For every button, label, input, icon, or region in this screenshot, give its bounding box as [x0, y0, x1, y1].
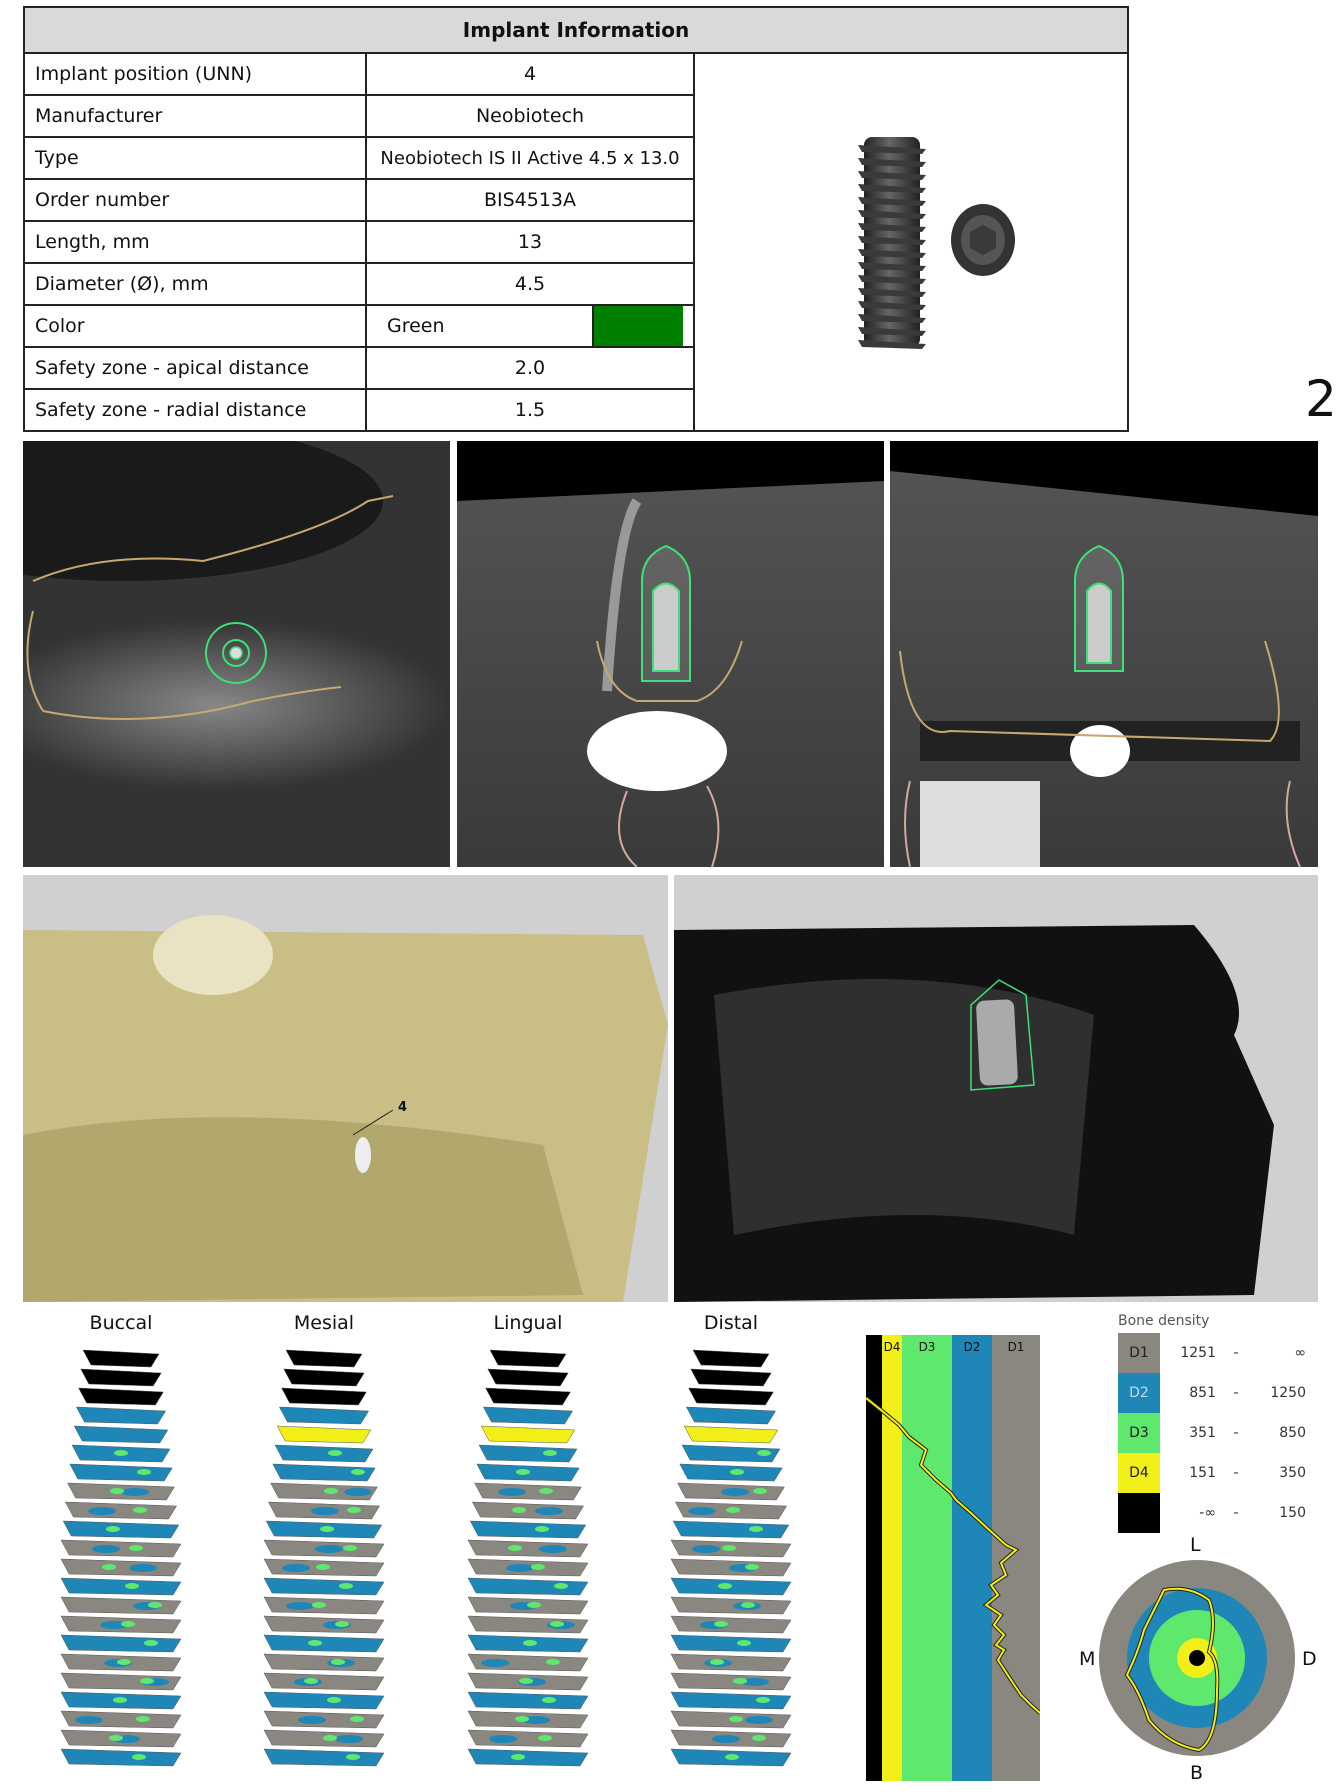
- band-black: [866, 1335, 882, 1781]
- direction-buccal: B: [1190, 1762, 1204, 1784]
- col-label-d1: D1: [1008, 1340, 1025, 1354]
- view-label-lingual: Lingual: [493, 1312, 563, 1334]
- legend-row: D4 151 - 350: [1118, 1453, 1338, 1493]
- legend-to: 850: [1279, 1425, 1306, 1441]
- tooth-number-label: 4: [398, 1100, 407, 1115]
- cross-section-overlay: [457, 441, 884, 867]
- tangential-overlay: [890, 441, 1318, 867]
- direction-mesial: M: [1079, 1648, 1096, 1670]
- 3d-render-shapes: 4: [23, 915, 668, 1302]
- band-d2: [952, 1335, 992, 1781]
- row-label: Diameter (Ø), mm: [23, 262, 367, 306]
- col-label-d4: D4: [884, 1340, 901, 1354]
- view-label-mesial: Mesial: [293, 1312, 355, 1334]
- legend-title: Bone density: [1118, 1313, 1210, 1329]
- legend-row: -∞ - 150: [1118, 1493, 1338, 1533]
- table-row: Safety zone - radial distance 1.5: [23, 388, 1128, 432]
- view-label-buccal: Buccal: [89, 1312, 153, 1334]
- implant-surface-lingual: [467, 1349, 589, 1767]
- row-label: Implant position (UNN): [23, 52, 367, 96]
- legend-from: 351: [1189, 1425, 1216, 1441]
- row-label: Safety zone - apical distance: [23, 346, 367, 390]
- row-label: Order number: [23, 178, 367, 222]
- table-row: Implant position (UNN) 4 /* thread ridge…: [23, 52, 1129, 432]
- legend-from: 851: [1189, 1385, 1216, 1401]
- legend-to: 350: [1279, 1465, 1306, 1481]
- table-title: Implant Information: [23, 6, 1129, 54]
- legend-dash: -: [1233, 1505, 1239, 1521]
- table-row: Safety zone - apical distance 2.0: [23, 346, 1128, 390]
- 3d-bone-render: 4: [23, 875, 668, 1302]
- color-value: Green: [387, 315, 445, 337]
- legend-swatch: [1118, 1493, 1160, 1533]
- implant-image-cell: /* thread ridges drawn below */: [693, 52, 1129, 432]
- axial-ct-view: [23, 441, 450, 867]
- implant-surface-mesial: [263, 1349, 385, 1767]
- table-row: Color Green: [23, 304, 1128, 348]
- row-label: Manufacturer: [23, 94, 367, 138]
- legend-from: 1251: [1180, 1345, 1216, 1361]
- direction-lingual: L: [1190, 1534, 1201, 1556]
- legend-from: -∞: [1199, 1505, 1216, 1521]
- color-cell: Green: [365, 304, 695, 348]
- legend-dash: -: [1233, 1345, 1239, 1361]
- row-label: Type: [23, 136, 367, 180]
- legend-row: D2 851 - 1250: [1118, 1373, 1338, 1413]
- legend-swatch: D1: [1118, 1333, 1160, 1373]
- col-label-d3: D3: [919, 1340, 936, 1354]
- legend-dash: -: [1233, 1465, 1239, 1481]
- density-profile-chart: D4 D3 D2 D1: [866, 1335, 1040, 1781]
- legend-swatch: D3: [1118, 1413, 1160, 1453]
- legend-from: 151: [1189, 1465, 1216, 1481]
- row-value: BIS4513A: [365, 178, 695, 222]
- table-row: Type Neobiotech IS II Active 4.5 x 13.0: [23, 136, 1128, 180]
- row-value: 13: [365, 220, 695, 264]
- legend-row: D3 351 - 850: [1118, 1413, 1338, 1453]
- legend-swatch: D2: [1118, 1373, 1160, 1413]
- row-label: Color: [23, 304, 367, 348]
- row-label: Length, mm: [23, 220, 367, 264]
- table-row: Length, mm 13: [23, 220, 1128, 264]
- implant-surface-buccal: [60, 1349, 182, 1767]
- view-label-distal: Distal: [703, 1312, 759, 1334]
- implant-product-image: /* thread ridges drawn below */: [858, 137, 1015, 349]
- band-d1: [992, 1335, 1040, 1781]
- implant-info-table: Implant Information Implant position (UN…: [23, 6, 1129, 432]
- table-row: Diameter (Ø), mm 4.5: [23, 262, 1128, 306]
- implant-safety-circle: [205, 622, 267, 684]
- panoramic-shapes: [674, 925, 1274, 1302]
- table-row: Manufacturer Neobiotech: [23, 94, 1128, 138]
- row-label: Safety zone - radial distance: [23, 388, 367, 432]
- table-row: Order number BIS4513A: [23, 178, 1128, 222]
- row-value: 4.5: [365, 262, 695, 306]
- band-d4: [882, 1335, 902, 1781]
- tangential-ct-view: [890, 441, 1318, 867]
- legend-dash: -: [1233, 1385, 1239, 1401]
- page-number: 2: [1305, 370, 1337, 428]
- row-value: 2.0: [365, 346, 695, 390]
- row-value: 1.5: [365, 388, 695, 432]
- cross-section-ct-view: [457, 441, 884, 867]
- axial-overlay: [23, 441, 394, 720]
- band-d3: [902, 1335, 952, 1781]
- legend-to: ∞: [1294, 1345, 1306, 1361]
- radial-density-diagram: [1099, 1560, 1295, 1756]
- direction-distal: D: [1302, 1648, 1317, 1670]
- color-swatch: [592, 306, 683, 346]
- row-value: Neobiotech: [365, 94, 695, 138]
- legend-dash: -: [1233, 1425, 1239, 1441]
- implant-surface-distal: [670, 1349, 792, 1767]
- legend-to: 150: [1279, 1505, 1306, 1521]
- col-label-d2: D2: [964, 1340, 981, 1354]
- row-value: Neobiotech IS II Active 4.5 x 13.0: [365, 136, 695, 180]
- row-value: 4: [365, 52, 695, 96]
- panoramic-xray-render: [674, 875, 1318, 1302]
- legend-to: 1250: [1270, 1385, 1306, 1401]
- legend-swatch: D4: [1118, 1453, 1160, 1493]
- legend-row: D1 1251 - ∞: [1118, 1333, 1338, 1373]
